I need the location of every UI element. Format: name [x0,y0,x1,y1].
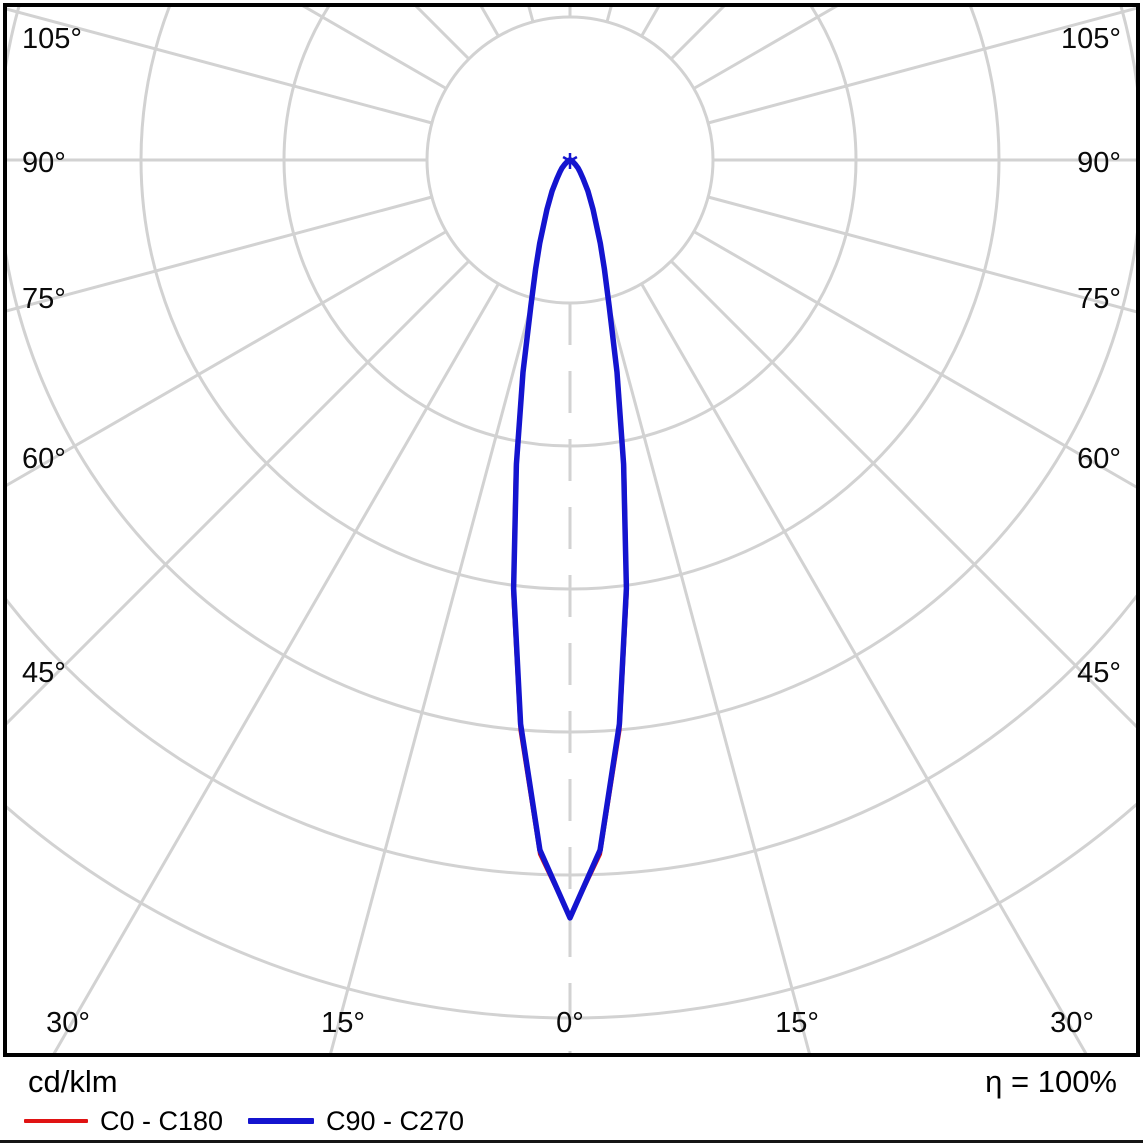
angle-label-bottom: 30° [46,1007,90,1039]
radial-line [7,260,470,726]
angle-labels: 105° 90° 75° 60° 45° 105° 90° 75° 60° 45° 30° 15° 0°… [22,23,1121,1039]
radial-line [7,195,433,313]
angle-label-left: 105° [22,23,82,55]
angle-label-left: 75° [22,283,66,315]
radial-line [7,230,447,487]
angle-label-bottom: 15° [321,1007,365,1039]
c0-c180-line-swatch [24,1119,88,1123]
radial-line [52,283,500,1053]
legend: C0 - C180 C90 - C270 [0,1106,1143,1138]
chart-footer: cd/klm η = 100% C0 - C180 C90 - C270 [0,1058,1143,1143]
series-curve-c90-c270 [510,157,630,921]
angle-label-right: 90° [1077,147,1121,179]
angle-label-left: 60° [22,443,66,475]
angle-label-right: 75° [1077,283,1121,315]
radial-line [640,283,1088,1053]
legend-label-c90-c270: C90 - C270 [326,1105,465,1136]
angle-label-left: 45° [22,657,66,689]
angle-label-left: 90° [22,147,66,179]
radial-line [693,230,1136,489]
efficiency-label: η = 100% [985,1064,1117,1099]
angle-label-right: 60° [1077,443,1121,475]
radial-line [707,195,1136,314]
radial-line [605,297,811,1053]
angle-label-bottom: 0° [556,1007,584,1039]
plot-border [3,3,1140,1057]
radial-line [707,7,1136,125]
angle-label-right: 45° [1077,657,1121,689]
polar-distribution-chart: 105° 90° 75° 60° 45° 105° 90° 75° 60° 45° 30° 15° 0°… [3,3,1140,1057]
c90-c270-line-swatch [248,1118,314,1124]
legend-label-c0-c180: C0 - C180 [100,1105,224,1136]
radial-line [7,7,433,125]
angle-label-bottom: 30° [1050,1007,1094,1039]
footer-bottom-rule [0,1140,1143,1143]
radial-line [670,260,1136,729]
radial-line [329,297,535,1053]
units-label: cd/klm [28,1064,118,1099]
polar-grid [7,7,1136,1053]
legend-item-c90-c270: C90 - C270 [248,1106,464,1136]
angle-label-bottom: 15° [775,1007,819,1039]
legend-item-c0-c180: C0 - C180 [24,1106,223,1136]
origin-marker [562,153,578,169]
angle-label-right: 105° [1061,23,1121,55]
